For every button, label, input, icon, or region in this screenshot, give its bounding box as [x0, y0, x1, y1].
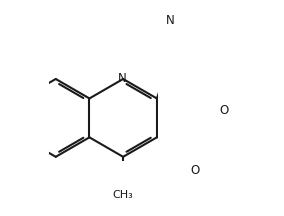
Text: O: O: [219, 104, 228, 117]
Text: CH₃: CH₃: [113, 190, 133, 200]
Text: N: N: [118, 72, 127, 85]
Text: N: N: [166, 14, 174, 27]
Text: O: O: [191, 164, 200, 177]
